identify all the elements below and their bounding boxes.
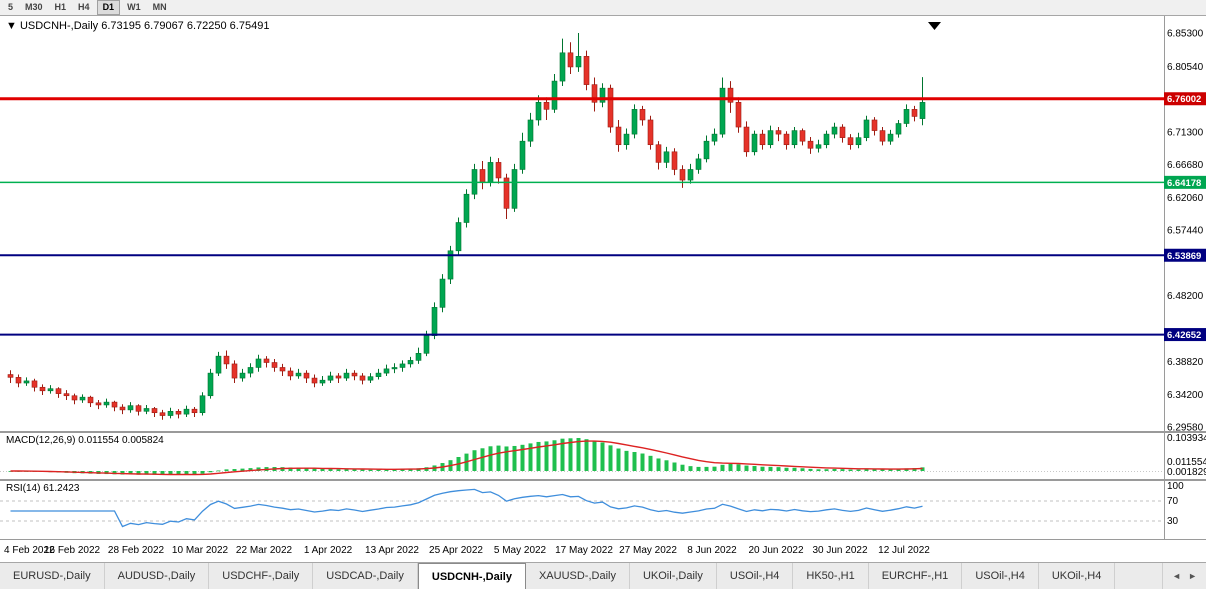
svg-text:6.53869: 6.53869 (1167, 251, 1201, 262)
tab-label: UKOil-,H4 (1051, 570, 1102, 582)
tab-usoil-h4[interactable]: USOil-,H4 (962, 563, 1039, 589)
tab-ukoil-daily[interactable]: UKOil-,Daily (630, 563, 717, 589)
price-badge-resistance-line-red (1164, 92, 1206, 106)
rsi-axis-label: 70 (1167, 496, 1179, 507)
date-label: 25 Apr 2022 (429, 545, 483, 556)
timeframe-m30[interactable]: M30 (25, 2, 43, 12)
date-label: 5 May 2022 (493, 545, 547, 556)
tab-eurchf-h1[interactable]: EURCHF-,H1 (869, 563, 963, 589)
tab-label: USOil-,H4 (729, 570, 780, 582)
price-axis-label: 6.34200 (1167, 390, 1204, 401)
date-label: 4 Feb 2022 (4, 545, 55, 556)
price-axis-label: 6.48200 (1167, 291, 1204, 302)
price-axis: 6.85300 6.80540 6.71300 6.66680 6.62060 6.574… (1164, 29, 1206, 433)
svg-text:6.76002: 6.76002 (1167, 94, 1201, 105)
price-axis-label: 6.71300 (1167, 127, 1204, 138)
date-label: 20 Jun 2022 (748, 545, 804, 556)
date-label: 17 May 2022 (555, 545, 613, 556)
price-axis-label: 6.80540 (1167, 62, 1204, 73)
tab-usoil-h4[interactable]: USOil-,H4 (717, 563, 794, 589)
tab-label: EURUSD-,Daily (13, 570, 91, 582)
tab-ukoil-h4[interactable]: UKOil-,H4 (1039, 563, 1116, 589)
price-axis-label: 6.57440 (1167, 226, 1204, 237)
chart-window: 6.85300 6.80540 6.71300 6.66680 6.62060 6.574… (0, 16, 1206, 562)
macd-signal-line (10, 440, 923, 476)
price-axis-label: 6.29580 (1167, 423, 1204, 433)
timeframe-toolbar: 5 M30 H1 H4 D1 W1 MN (0, 0, 1206, 16)
tab-audusd-daily[interactable]: AUDUSD-,Daily (105, 563, 210, 589)
date-label: 8 Jun 2022 (687, 545, 737, 556)
tab-eurusd-daily[interactable]: EURUSD-,Daily (0, 563, 105, 589)
timeframe-d1[interactable]: D1 (96, 0, 121, 15)
svg-text:6.42652: 6.42652 (1167, 330, 1201, 341)
date-label: 12 Jul 2022 (878, 545, 930, 556)
price-axis-label: 6.85300 (1167, 29, 1204, 40)
price-axis-label: 6.38820 (1167, 357, 1204, 368)
timeframe-h1[interactable]: H1 (54, 2, 67, 12)
scroll-to-end-marker[interactable] (928, 22, 941, 30)
price-axis-label: 6.66680 (1167, 160, 1204, 171)
tab-label: EURCHF-,H1 (881, 570, 949, 582)
chart-title: ▼ USDCNH-,Daily 6.73195 6.79067 6.72250 … (6, 20, 269, 32)
date-label: 10 Mar 2022 (171, 545, 229, 556)
tab-scroll-arrows: ◄ ► (1162, 563, 1206, 589)
price-badge-support-line-green (1164, 175, 1206, 189)
price-badge-support-line-navy-2 (1164, 328, 1206, 342)
date-label: 30 Jun 2022 (812, 545, 868, 556)
rsi-label: RSI(14) 61.2423 (6, 483, 80, 494)
macd-axis-label: 0.103934 (1167, 433, 1206, 444)
price-axis-label: 6.62060 (1167, 193, 1204, 204)
date-label: 1 Apr 2022 (303, 545, 353, 556)
price-chart[interactable]: 6.85300 6.80540 6.71300 6.66680 6.62060 6.574… (0, 16, 1206, 432)
timeframe-w1[interactable]: W1 (127, 2, 141, 12)
macd-axis-label: 0.001829 (1167, 467, 1206, 478)
chart-tabbar: EURUSD-,Daily AUDUSD-,Daily USDCHF-,Daily U… (0, 562, 1206, 589)
rsi-axis-label: 30 (1167, 516, 1179, 527)
tab-label: UKOil-,Daily (642, 570, 703, 582)
tab-usdcnh-daily[interactable]: USDCNH-,Daily (417, 563, 526, 589)
timeframe-h4[interactable]: H4 (78, 2, 90, 12)
macd-axis-label: 0.011554 (1167, 457, 1206, 468)
tab-label: HK50-,H1 (806, 570, 855, 582)
chart-tabs: EURUSD-,Daily AUDUSD-,Daily USDCHF-,Daily U… (0, 563, 1116, 589)
timeframe-mn[interactable]: MN (152, 2, 167, 12)
date-axis: 4 Feb 2022 16 Feb 2022 28 Feb 2022 10 Mar 2… (0, 540, 1206, 562)
date-label: 28 Feb 2022 (107, 545, 165, 556)
tab-xauusd-daily[interactable]: XAUUSD-,Daily (526, 563, 630, 589)
tab-label: USDCNH-,Daily (431, 570, 512, 583)
date-label: 22 Mar 2022 (235, 545, 293, 556)
date-label: 27 May 2022 (619, 545, 677, 556)
tab-hk50-h1[interactable]: HK50-,H1 (793, 563, 869, 589)
tab-label: USOil-,H4 (975, 570, 1025, 582)
price-badge-support-line-navy-1 (1164, 248, 1206, 262)
date-label: 16 Feb 2022 (43, 545, 101, 556)
tab-label: AUDUSD-,Daily (117, 570, 196, 582)
svg-text:6.64178: 6.64178 (1167, 178, 1201, 189)
tab-scroll-right-icon[interactable]: ► (1188, 571, 1197, 581)
macd-label: MACD(12,26,9) 0.011554 0.005824 (6, 435, 164, 446)
candles-layer (7, 33, 926, 420)
tab-label: USDCHF-,Daily (222, 570, 300, 582)
date-label: 13 Apr 2022 (365, 545, 419, 556)
rsi-panel[interactable]: 100 70 30 RSI(14) 61.2423 (0, 480, 1206, 540)
rsi-axis-label: 100 (1167, 481, 1184, 492)
tab-usdchf-daily[interactable]: USDCHF-,Daily (209, 563, 314, 589)
tab-label: USDCAD-,Daily (326, 570, 404, 582)
tab-label: XAUUSD-,Daily (538, 570, 616, 582)
rsi-line (10, 488, 923, 528)
tab-usdcad-daily[interactable]: USDCAD-,Daily (313, 563, 418, 589)
timeframe-5[interactable]: 5 (8, 2, 14, 12)
tab-scroll-left-icon[interactable]: ◄ (1172, 571, 1182, 581)
